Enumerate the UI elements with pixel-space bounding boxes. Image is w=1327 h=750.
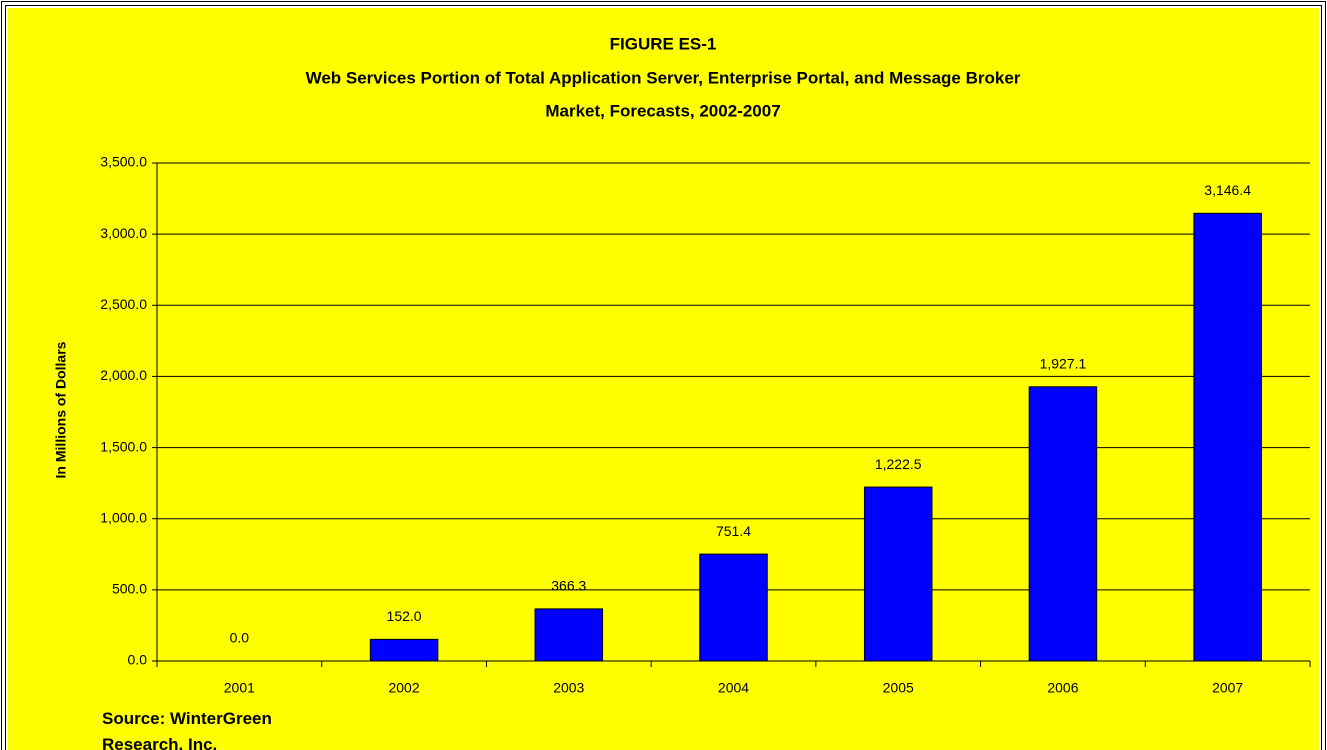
x-tick-label: 2005 [883,680,914,696]
chart-subtitle: Web Services Portion of Total Applicatio… [306,68,1021,87]
source-note: Source: WinterGreen Research, Inc. [102,709,272,750]
inner-frame [5,5,1322,750]
data-label: 152.0 [387,608,422,624]
y-tick-label: 3,500.0 [100,154,147,170]
x-tick-label: 2002 [388,680,419,696]
y-tick-label: 500.0 [112,581,147,597]
bar [699,553,768,662]
bar [1193,212,1262,662]
bar [369,638,439,662]
chart-title: FIGURE ES-1 [610,34,717,53]
x-tick-label: 2001 [224,680,255,696]
x-tick-label: 2007 [1212,680,1243,696]
x-tick-label: 2004 [718,680,749,696]
y-tick-label: 2,000.0 [100,367,147,383]
x-tick-label: 2003 [553,680,584,696]
chart-area [8,8,1319,750]
x-tick-label: 2006 [1047,680,1078,696]
data-label: 1,222.5 [875,456,922,472]
data-label: 1,927.1 [1040,356,1087,372]
data-label: 751.4 [716,523,751,539]
y-tick-label: 1,000.0 [100,509,147,525]
y-tick-label: 0.0 [128,652,148,668]
chart-subtitle: Market, Forecasts, 2002-2007 [545,101,780,120]
data-label: 366.3 [551,578,586,594]
data-label: 0.0 [230,630,250,646]
bar [1028,386,1098,662]
data-label: 3,146.4 [1204,182,1251,198]
y-tick-label: 3,000.0 [100,225,147,241]
bar [863,486,933,662]
y-tick-label: 1,500.0 [100,438,147,454]
y-tick-label: 2,500.0 [100,296,147,312]
y-axis-label: In Millions of Dollars [53,341,69,478]
bar [534,608,604,662]
